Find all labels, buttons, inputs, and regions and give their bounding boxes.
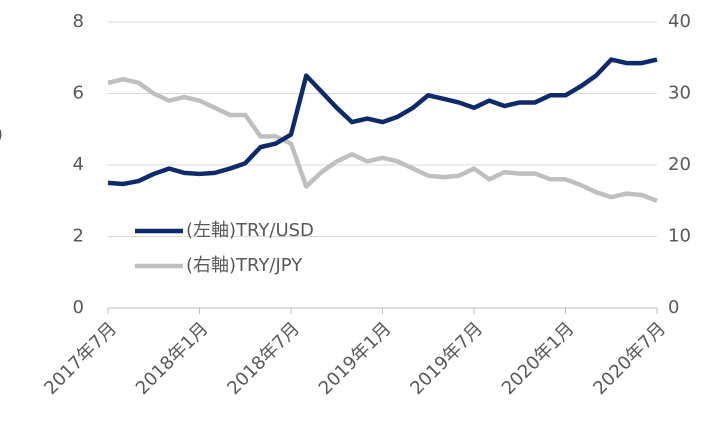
x-tick-label: 2019年1月 (315, 318, 396, 399)
x-tick-label: 2018年7月 (223, 318, 304, 399)
y2-tick-label: 10 (668, 226, 691, 247)
x-tick-label: 2017年7月 (40, 318, 121, 399)
x-tick-label: 2020年1月 (498, 318, 579, 399)
x-tick-label: 2018年1月 (132, 318, 213, 399)
y-axis-label: ) (0, 124, 3, 145)
y2-tick-label: 40 (668, 11, 691, 32)
y-tick-label: 2 (73, 226, 84, 247)
y-tick-label: 0 (73, 297, 84, 318)
series-line (107, 57, 658, 187)
series-line (107, 76, 658, 203)
y2-tick-label: 20 (668, 154, 691, 175)
y2-tick-label: 30 (668, 83, 691, 104)
x-tick-label: 2020年7月 (589, 318, 670, 399)
y-tick-label: 8 (73, 11, 84, 32)
legend-label: (左軸)TRY/USD (186, 220, 314, 241)
y-tick-label: 4 (73, 154, 84, 175)
x-tick-label: 2019年7月 (406, 318, 487, 399)
legend-label: (右軸)TRY/JPY (186, 255, 303, 276)
y2-tick-label: 0 (668, 297, 679, 318)
y-tick-label: 6 (73, 83, 84, 104)
